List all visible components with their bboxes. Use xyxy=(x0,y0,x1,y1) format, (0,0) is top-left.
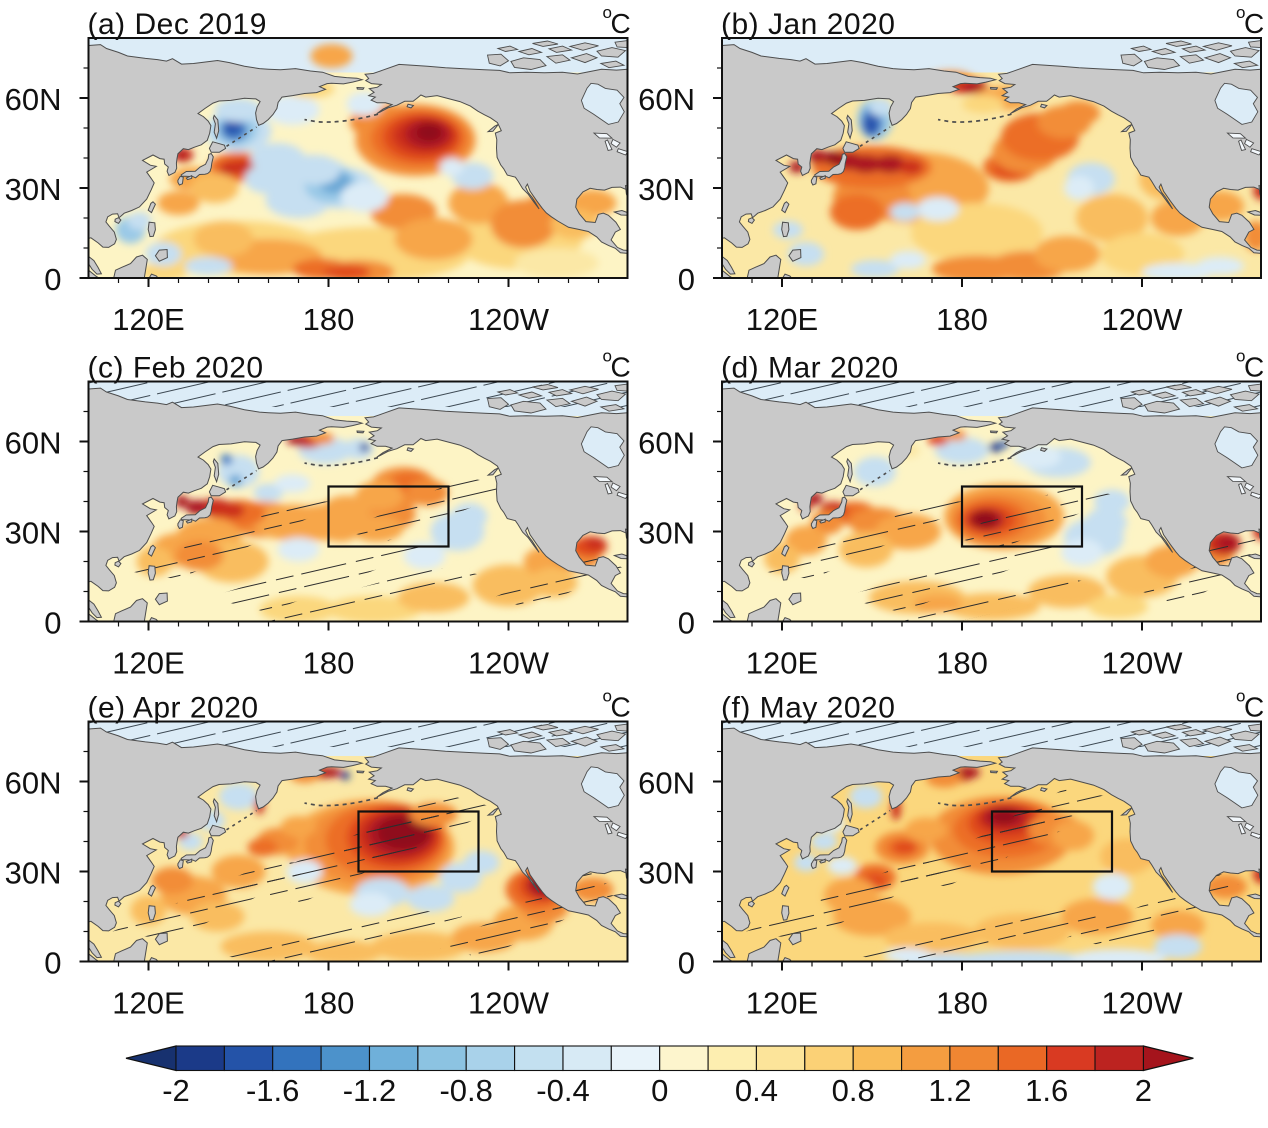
svg-text:120E: 120E xyxy=(112,302,184,337)
svg-text:-0.4: -0.4 xyxy=(536,1073,589,1108)
svg-text:0: 0 xyxy=(651,1073,668,1108)
svg-text:o: o xyxy=(1236,347,1245,366)
svg-text:C: C xyxy=(1244,352,1264,383)
svg-text:o: o xyxy=(603,687,612,706)
svg-text:o: o xyxy=(1236,687,1245,706)
svg-text:0: 0 xyxy=(678,262,695,297)
svg-text:60N: 60N xyxy=(5,426,62,461)
svg-text:180: 180 xyxy=(936,986,988,1021)
svg-text:(c) Feb 2020: (c) Feb 2020 xyxy=(88,352,264,385)
svg-text:180: 180 xyxy=(936,302,988,337)
svg-text:120E: 120E xyxy=(746,302,818,337)
svg-text:180: 180 xyxy=(303,646,355,681)
svg-text:120W: 120W xyxy=(1102,646,1184,681)
svg-text:0: 0 xyxy=(678,606,695,641)
svg-text:120W: 120W xyxy=(1102,986,1184,1021)
svg-text:C: C xyxy=(611,352,631,383)
svg-text:o: o xyxy=(603,3,612,22)
svg-text:60N: 60N xyxy=(638,766,695,801)
svg-text:C: C xyxy=(1244,8,1264,39)
svg-text:2: 2 xyxy=(1135,1073,1152,1108)
svg-text:120W: 120W xyxy=(468,986,550,1021)
svg-text:120E: 120E xyxy=(112,646,184,681)
svg-text:0: 0 xyxy=(44,606,61,641)
svg-text:(f) May 2020: (f) May 2020 xyxy=(721,692,895,725)
svg-text:60N: 60N xyxy=(638,82,695,117)
svg-text:120E: 120E xyxy=(112,986,184,1021)
svg-text:1.6: 1.6 xyxy=(1025,1073,1068,1108)
svg-text:C: C xyxy=(1244,692,1264,723)
svg-text:60N: 60N xyxy=(5,82,62,117)
svg-text:-1.6: -1.6 xyxy=(246,1073,299,1108)
svg-text:120W: 120W xyxy=(468,646,550,681)
svg-text:C: C xyxy=(611,692,631,723)
svg-text:0: 0 xyxy=(44,946,61,981)
svg-text:30N: 30N xyxy=(5,172,62,207)
svg-text:120E: 120E xyxy=(746,646,818,681)
svg-text:60N: 60N xyxy=(5,766,62,801)
svg-text:30N: 30N xyxy=(638,172,695,207)
svg-text:o: o xyxy=(1236,3,1245,22)
svg-text:0.4: 0.4 xyxy=(735,1073,778,1108)
svg-text:(b) Jan 2020: (b) Jan 2020 xyxy=(721,8,895,41)
svg-text:30N: 30N xyxy=(5,856,62,891)
svg-text:180: 180 xyxy=(303,986,355,1021)
svg-text:-2: -2 xyxy=(162,1073,190,1108)
svg-text:60N: 60N xyxy=(638,426,695,461)
svg-text:(a) Dec 2019: (a) Dec 2019 xyxy=(88,8,267,41)
svg-text:0: 0 xyxy=(678,946,695,981)
svg-text:1.2: 1.2 xyxy=(928,1073,971,1108)
svg-text:(d) Mar 2020: (d) Mar 2020 xyxy=(721,352,899,385)
svg-text:(e) Apr 2020: (e) Apr 2020 xyxy=(88,692,259,725)
svg-text:30N: 30N xyxy=(5,516,62,551)
svg-text:0: 0 xyxy=(44,262,61,297)
svg-text:0.8: 0.8 xyxy=(832,1073,875,1108)
svg-text:120W: 120W xyxy=(1102,302,1184,337)
svg-text:120W: 120W xyxy=(468,302,550,337)
svg-text:C: C xyxy=(611,8,631,39)
svg-text:120E: 120E xyxy=(746,986,818,1021)
svg-text:-0.8: -0.8 xyxy=(439,1073,492,1108)
svg-text:180: 180 xyxy=(936,646,988,681)
svg-text:o: o xyxy=(603,347,612,366)
svg-text:-1.2: -1.2 xyxy=(343,1073,396,1108)
svg-text:180: 180 xyxy=(303,302,355,337)
svg-text:30N: 30N xyxy=(638,856,695,891)
svg-text:30N: 30N xyxy=(638,516,695,551)
